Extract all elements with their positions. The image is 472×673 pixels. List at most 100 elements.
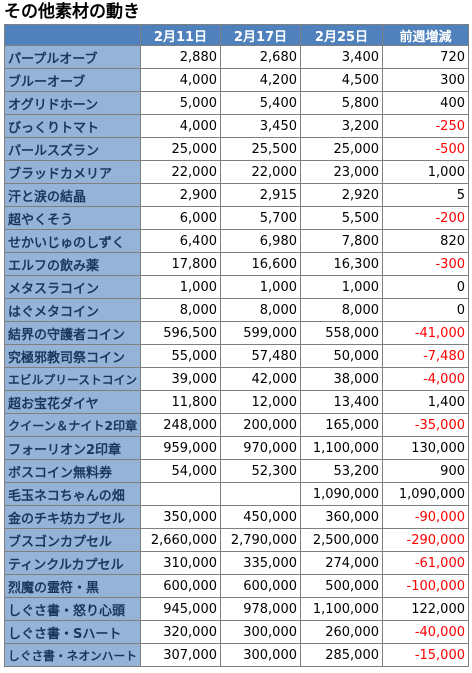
price-cell: 248,000 bbox=[140, 413, 221, 437]
item-name: メタスラコイン bbox=[4, 275, 141, 299]
price-cell: 1,000 bbox=[382, 160, 469, 184]
price-cell: 260,000 bbox=[300, 620, 383, 644]
table-row: ブルーオーブ 4,000 4,200 4,500 300 bbox=[4, 68, 469, 92]
table-row: 烈魔の霊符・黒 600,000 600,000 500,000 -100,000 bbox=[4, 574, 469, 598]
price-cell: 130,000 bbox=[382, 436, 469, 460]
table-row: しぐさ書・Sハート 320,000 300,000 260,000 -40,000 bbox=[4, 620, 469, 644]
price-cell: 820 bbox=[382, 229, 469, 253]
table-row: 究極邪教司祭コイン 55,000 57,480 50,000 -7,480 bbox=[4, 344, 469, 368]
price-cell: 970,000 bbox=[220, 436, 301, 460]
item-name: はぐメタコイン bbox=[4, 298, 141, 322]
item-name: 烈魔の霊符・黒 bbox=[4, 574, 141, 598]
table-row: せかいじゅのしずく 6,400 6,980 7,800 820 bbox=[4, 229, 469, 253]
table-row: ボスコイン無料券 54,000 52,300 53,200 900 bbox=[4, 459, 469, 483]
table-row: しぐさ書・ネオンハート 307,000 300,000 285,000 -15,000 bbox=[4, 643, 469, 667]
price-cell: -7,480 bbox=[382, 344, 469, 368]
price-cell: 360,000 bbox=[300, 505, 383, 529]
price-cell: 5,800 bbox=[300, 91, 383, 115]
price-cell: 2,680 bbox=[220, 45, 301, 69]
item-name: エビルプリーストコイン bbox=[4, 367, 141, 391]
price-cell: 42,000 bbox=[220, 367, 301, 391]
price-cell: 310,000 bbox=[140, 551, 221, 575]
header-corner bbox=[4, 24, 141, 46]
item-name: 金のチキ坊カプセル bbox=[4, 505, 141, 529]
item-name: しぐさ書・Sハート bbox=[4, 620, 141, 644]
price-cell: -290,000 bbox=[382, 528, 469, 552]
price-cell: -100,000 bbox=[382, 574, 469, 598]
price-cell: -35,000 bbox=[382, 413, 469, 437]
table-row: 超やくそう 6,000 5,700 5,500 -200 bbox=[4, 206, 469, 230]
price-cell: 2,660,000 bbox=[140, 528, 221, 552]
price-cell: 959,000 bbox=[140, 436, 221, 460]
table-row: メタスラコイン 1,000 1,000 1,000 0 bbox=[4, 275, 469, 299]
price-cell: -41,000 bbox=[382, 321, 469, 345]
price-cell: 600,000 bbox=[140, 574, 221, 598]
price-cell: 307,000 bbox=[140, 643, 221, 667]
price-cell: 38,000 bbox=[300, 367, 383, 391]
price-cell: 400 bbox=[382, 91, 469, 115]
price-cell: 2,920 bbox=[300, 183, 383, 207]
item-name: パープルオーブ bbox=[4, 45, 141, 69]
price-cell: 8,000 bbox=[140, 298, 221, 322]
price-cell: 6,000 bbox=[140, 206, 221, 230]
column-header: 2月17日 bbox=[220, 24, 301, 46]
price-cell: 5,000 bbox=[140, 91, 221, 115]
price-cell: 285,000 bbox=[300, 643, 383, 667]
price-cell: -15,000 bbox=[382, 643, 469, 667]
price-cell: 945,000 bbox=[140, 597, 221, 621]
table-row: ブラッドカメリア 22,000 22,000 23,000 1,000 bbox=[4, 160, 469, 184]
price-cell: 22,000 bbox=[140, 160, 221, 184]
price-cell: 1,400 bbox=[382, 390, 469, 414]
table-body: パープルオーブ 2,880 2,680 3,400 720 ブルーオーブ 4,000 4,20… bbox=[4, 45, 469, 667]
item-name: ブスゴンカプセル bbox=[4, 528, 141, 552]
price-cell: 1,090,000 bbox=[382, 482, 469, 506]
price-cell: 1,100,000 bbox=[300, 436, 383, 460]
price-cell: 300,000 bbox=[220, 620, 301, 644]
price-cell: 57,480 bbox=[220, 344, 301, 368]
price-cell: 4,000 bbox=[140, 114, 221, 138]
item-name: パールスズラン bbox=[4, 137, 141, 161]
price-cell: 54,000 bbox=[140, 459, 221, 483]
item-name: フォーリオン2印章 bbox=[4, 436, 141, 460]
price-cell: 900 bbox=[382, 459, 469, 483]
price-cell: 5,500 bbox=[300, 206, 383, 230]
price-cell: 600,000 bbox=[220, 574, 301, 598]
item-name: 超やくそう bbox=[4, 206, 141, 230]
price-cell: 8,000 bbox=[220, 298, 301, 322]
price-cell: 1,100,000 bbox=[300, 597, 383, 621]
price-cell: 596,500 bbox=[140, 321, 221, 345]
table-row: ティンクルカプセル 310,000 335,000 274,000 -61,000 bbox=[4, 551, 469, 575]
item-name: びっくりトマト bbox=[4, 114, 141, 138]
price-cell: 300,000 bbox=[220, 643, 301, 667]
price-cell bbox=[220, 482, 301, 506]
table-row: エビルプリーストコイン 39,000 42,000 38,000 -4,000 bbox=[4, 367, 469, 391]
price-cell: 599,000 bbox=[220, 321, 301, 345]
item-name: 超お宝花ダイヤ bbox=[4, 390, 141, 414]
table-row: フォーリオン2印章 959,000 970,000 1,100,000 130,000 bbox=[4, 436, 469, 460]
price-cell: 17,800 bbox=[140, 252, 221, 276]
price-cell: 2,500,000 bbox=[300, 528, 383, 552]
price-cell bbox=[140, 482, 221, 506]
price-cell: 1,000 bbox=[140, 275, 221, 299]
price-cell: 7,800 bbox=[300, 229, 383, 253]
item-name: せかいじゅのしずく bbox=[4, 229, 141, 253]
item-name: エルフの飲み薬 bbox=[4, 252, 141, 276]
table-row: はぐメタコイン 8,000 8,000 8,000 0 bbox=[4, 298, 469, 322]
table-row: パールスズラン 25,000 25,500 25,000 -500 bbox=[4, 137, 469, 161]
price-cell: -300 bbox=[382, 252, 469, 276]
price-cell: 335,000 bbox=[220, 551, 301, 575]
price-cell: 720 bbox=[382, 45, 469, 69]
item-name: しぐさ書・怒り心頭 bbox=[4, 597, 141, 621]
price-cell: -500 bbox=[382, 137, 469, 161]
table-row: びっくりトマト 4,000 3,450 3,200 -250 bbox=[4, 114, 469, 138]
price-cell: 16,300 bbox=[300, 252, 383, 276]
price-cell: 23,000 bbox=[300, 160, 383, 184]
table-row: エルフの飲み薬 17,800 16,600 16,300 -300 bbox=[4, 252, 469, 276]
price-cell: 55,000 bbox=[140, 344, 221, 368]
item-name: しぐさ書・ネオンハート bbox=[4, 643, 141, 667]
item-name: 究極邪教司祭コイン bbox=[4, 344, 141, 368]
item-name: 汗と涙の結晶 bbox=[4, 183, 141, 207]
price-cell: 5,400 bbox=[220, 91, 301, 115]
price-cell: 978,000 bbox=[220, 597, 301, 621]
